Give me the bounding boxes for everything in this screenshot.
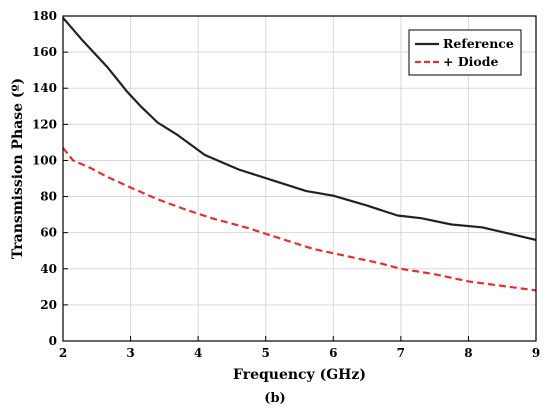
series-line-diode [62, 147, 537, 292]
y-tick-label: 100 [32, 153, 57, 167]
y-tick-label: 80 [40, 190, 57, 204]
axis-ticks: 2 3 4 5 6 7 8 9 0 20 40 60 80 100 120 140 160 180 [32, 9, 540, 360]
figure-caption: (b) [264, 391, 286, 406]
plot-frame [62, 15, 537, 342]
y-tick-label: 20 [40, 298, 57, 312]
series-layer [62, 17, 537, 292]
x-tick-label: 9 [532, 346, 540, 360]
x-tick-label: 5 [262, 346, 270, 360]
legend-label: Reference [443, 36, 514, 51]
legend-label: + Diode [443, 54, 498, 69]
x-tick-label: 3 [126, 346, 134, 360]
x-axis-label: Frequency (GHz) [233, 367, 366, 383]
y-tick-label: 120 [32, 117, 57, 131]
y-tick-label: 160 [32, 45, 57, 59]
y-tick-label: 0 [49, 334, 57, 348]
y-tick-label: 40 [40, 262, 57, 276]
y-tick-label: 60 [40, 226, 57, 240]
legend-box [408, 29, 522, 76]
y-tick-label: 140 [32, 81, 57, 95]
legend: Reference + Diode [408, 29, 522, 76]
x-tick-label: 8 [464, 346, 472, 360]
y-tick-label: 180 [32, 9, 57, 23]
x-tick-label: 2 [59, 346, 67, 360]
x-tick-label: 4 [194, 346, 202, 360]
y-axis-label: Transmission Phase (º) [10, 78, 26, 259]
x-tick-label: 7 [397, 346, 405, 360]
series-line-reference [62, 17, 537, 241]
x-tick-label: 6 [329, 346, 337, 360]
